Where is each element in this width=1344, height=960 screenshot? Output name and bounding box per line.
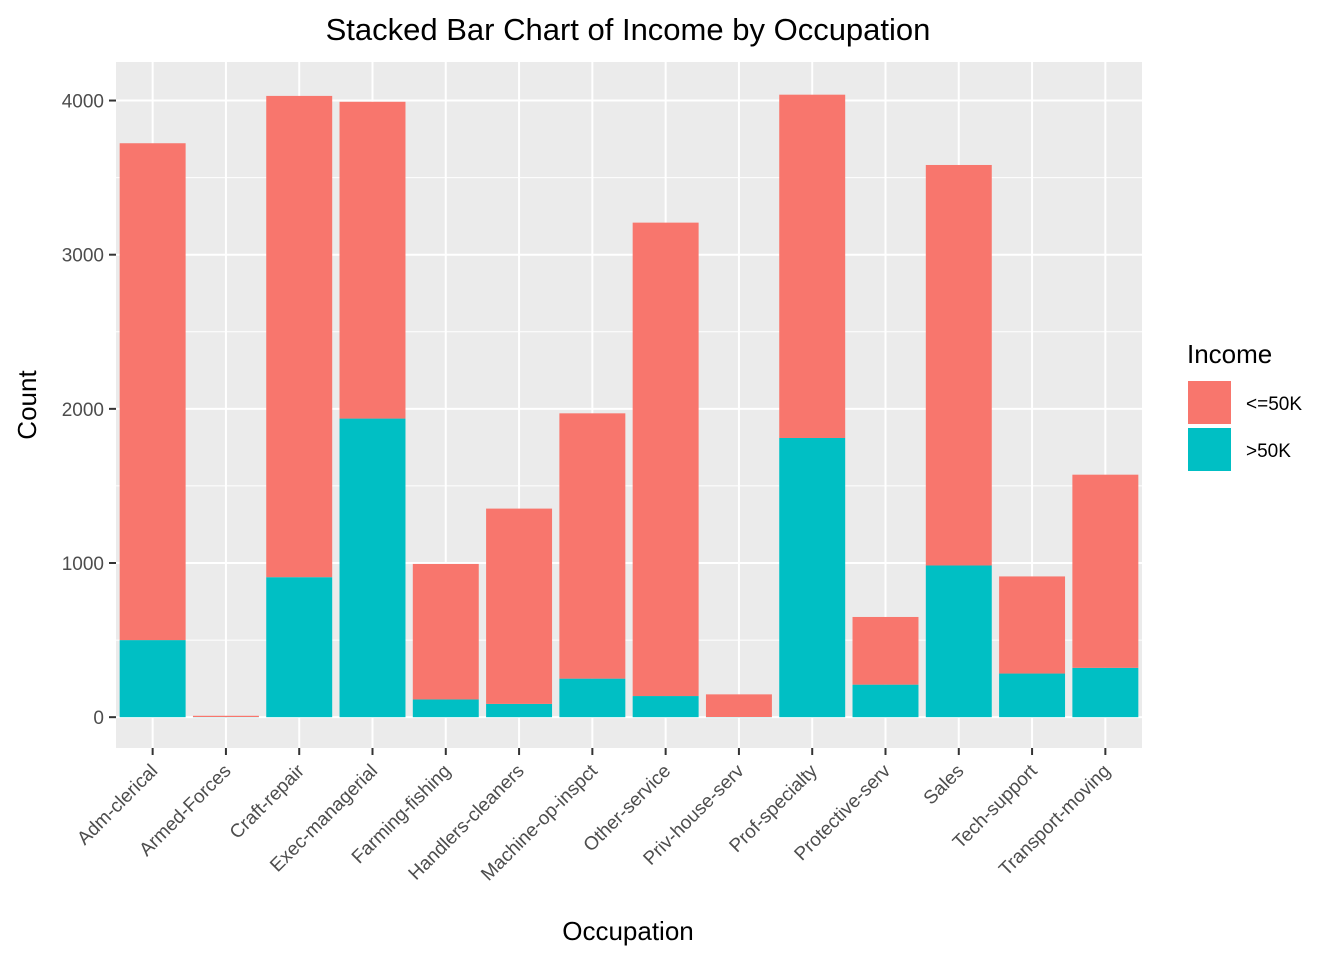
bar-le50k xyxy=(119,143,186,641)
bar-le50k xyxy=(852,616,919,685)
legend-title: Income xyxy=(1187,339,1272,369)
bar-gt50k xyxy=(925,565,992,718)
legend-key xyxy=(1188,428,1231,471)
y-tick-label: 2000 xyxy=(62,400,104,421)
bar-le50k xyxy=(339,101,406,419)
bar-gt50k xyxy=(486,703,553,718)
bar-gt50k xyxy=(779,437,846,718)
bar-gt50k xyxy=(339,418,406,718)
chart-title: Stacked Bar Chart of Income by Occupatio… xyxy=(326,12,931,47)
y-axis-title: Count xyxy=(12,370,42,440)
x-tick-label: Sales xyxy=(920,761,968,809)
bar-gt50k xyxy=(119,640,186,718)
legend: Income <=50K >50K xyxy=(1187,339,1302,471)
bar-le50k xyxy=(192,715,259,718)
bar-gt50k xyxy=(559,678,626,718)
bar-gt50k xyxy=(1072,667,1139,718)
bar-le50k xyxy=(925,164,992,566)
bar-le50k xyxy=(486,508,553,704)
bar-gt50k xyxy=(412,699,479,718)
bar-le50k xyxy=(705,694,772,718)
bar-gt50k xyxy=(852,684,919,718)
bar-le50k xyxy=(632,222,699,697)
bar-le50k xyxy=(559,413,626,679)
bar-le50k xyxy=(1072,474,1139,668)
bar-gt50k xyxy=(999,673,1066,718)
y-tick-label: 4000 xyxy=(62,92,104,113)
x-axis-title: Occupation xyxy=(562,916,694,946)
legend-label: >50K xyxy=(1246,441,1291,462)
bar-le50k xyxy=(779,94,846,438)
y-tick-label: 3000 xyxy=(62,246,104,267)
x-axis: Adm-clericalArmed-ForcesCraft-repairExec… xyxy=(73,748,1115,885)
bar-gt50k xyxy=(266,577,333,718)
bar-le50k xyxy=(266,95,333,578)
legend-key xyxy=(1188,381,1231,424)
y-tick-label: 1000 xyxy=(62,554,104,575)
bar-le50k xyxy=(999,576,1066,674)
y-axis: 0 1000 2000 3000 4000 xyxy=(62,92,116,729)
bars xyxy=(119,94,1139,718)
bar-gt50k xyxy=(632,696,699,718)
y-tick-label: 0 xyxy=(93,708,104,729)
bar-le50k xyxy=(412,563,479,700)
legend-label: <=50K xyxy=(1246,394,1302,415)
